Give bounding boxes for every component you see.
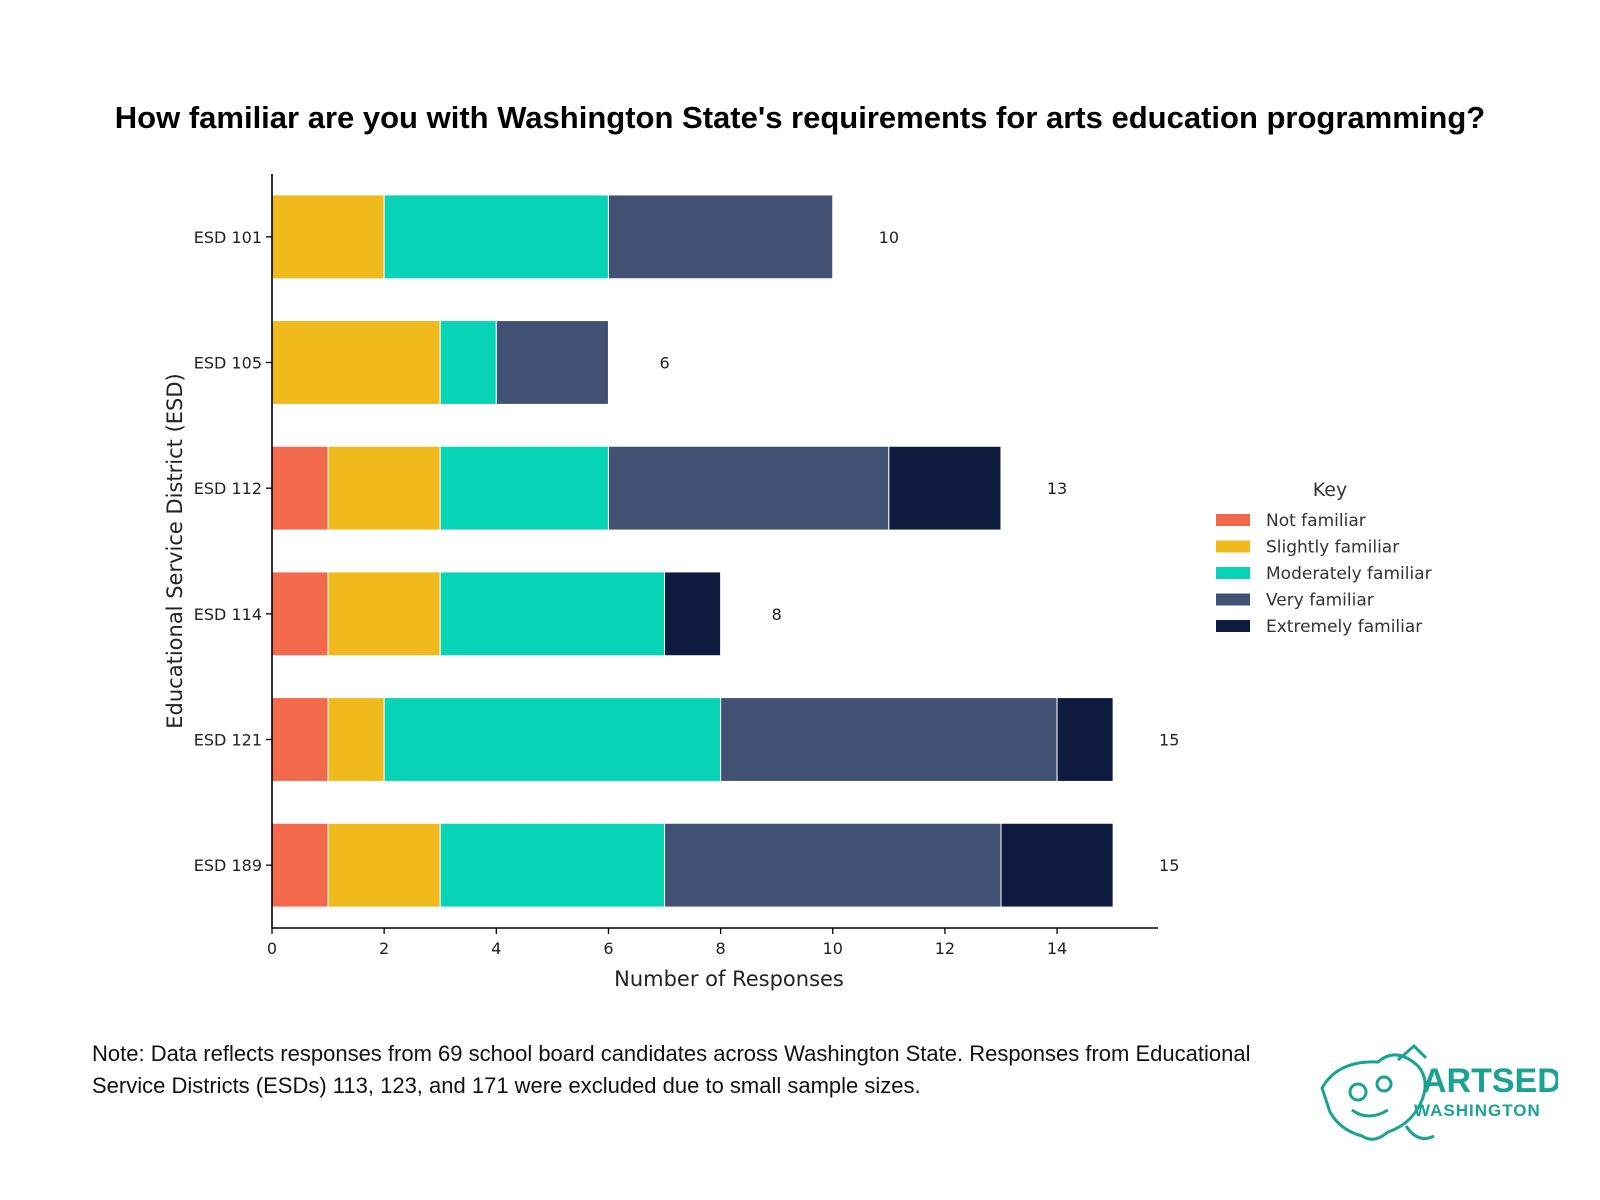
- bars-layer: 10 6 13 8 15 15: [271, 194, 1179, 908]
- total-label: 15: [1159, 856, 1179, 875]
- x-tick-label: 12: [935, 939, 955, 958]
- x-tick-label: 10: [823, 939, 843, 958]
- y-tick-label: ESD 101: [194, 228, 262, 247]
- y-tick-label: ESD 121: [194, 731, 262, 750]
- legend-label: Moderately familiar: [1266, 564, 1432, 584]
- legend-swatch: [1216, 540, 1250, 553]
- bar-segment: [607, 445, 890, 531]
- legend-label: Extremely familiar: [1266, 617, 1422, 637]
- x-axis-title: Number of Responses: [614, 967, 844, 991]
- bar-segment: [327, 697, 385, 782]
- y-axis-title: Educational Service District (ESD): [163, 373, 187, 728]
- total-label: 8: [772, 605, 782, 624]
- bar-segment: [327, 822, 441, 908]
- bar-segment: [383, 697, 722, 782]
- bar-segment: [720, 697, 1058, 782]
- x-tick-label: 8: [716, 939, 726, 958]
- legend-label: Very familiar: [1266, 591, 1374, 611]
- bar-segment: [271, 697, 329, 782]
- bar-segment: [271, 320, 441, 405]
- bar-segment: [271, 445, 329, 531]
- total-label: 15: [1159, 731, 1179, 750]
- bar-segment: [495, 320, 609, 405]
- y-tick-label: ESD 189: [194, 856, 262, 875]
- bar-segment: [271, 194, 385, 280]
- legend-title: Key: [1313, 479, 1347, 501]
- x-tick-label: 0: [267, 939, 277, 958]
- artsed-washington-logo: ARTSED WASHINGTON: [1320, 1043, 1558, 1141]
- logo-line1: ARTSED: [1422, 1062, 1558, 1100]
- bar-segment: [327, 445, 441, 531]
- bar-segment: [607, 194, 834, 280]
- legend-swatch: [1216, 567, 1250, 579]
- bar-segment: [1056, 697, 1114, 782]
- mask-emblem-icon: [1320, 1043, 1435, 1141]
- legend-swatch: [1216, 514, 1250, 526]
- y-tick-label: ESD 114: [194, 605, 262, 624]
- legend-label: Not familiar: [1266, 511, 1366, 531]
- legend: Key Not familiar Slightly familiar Moderate…: [1216, 479, 1432, 637]
- bar-segment: [888, 445, 1002, 531]
- bar-segment: [1000, 822, 1114, 908]
- x-tick-label: 4: [491, 939, 501, 958]
- legend-swatch: [1216, 620, 1250, 632]
- legend-swatch: [1216, 593, 1250, 606]
- chart-title: How familiar are you with Washington Sta…: [114, 100, 1486, 135]
- bar-segment: [439, 571, 666, 657]
- bar-segment: [664, 571, 722, 657]
- logo-line2: WASHINGTON: [1414, 1101, 1541, 1120]
- legend-label: Slightly familiar: [1266, 538, 1399, 558]
- bar-segment: [271, 571, 329, 657]
- bar-segment: [664, 822, 1002, 908]
- bar-segment: [439, 445, 609, 531]
- x-tick-label: 14: [1047, 939, 1067, 958]
- bar-segment: [271, 822, 329, 908]
- footnote: Note: Data reflects responses from 69 sc…: [92, 1041, 1251, 1098]
- y-tick-label: ESD 112: [194, 479, 262, 498]
- bar-segment: [439, 320, 497, 405]
- axes-layer: ESD 101 ESD 105 ESD 112 ESD 114 ESD 121 ESD 1…: [163, 174, 1158, 991]
- total-label: 10: [879, 228, 899, 247]
- bar-segment: [327, 571, 441, 657]
- bar-segment: [439, 822, 666, 908]
- x-tick-label: 6: [603, 939, 613, 958]
- x-tick-label: 2: [379, 939, 389, 958]
- total-label: 13: [1047, 479, 1067, 498]
- y-tick-label: ESD 105: [194, 354, 262, 373]
- total-label: 6: [659, 354, 669, 373]
- bar-segment: [383, 194, 609, 280]
